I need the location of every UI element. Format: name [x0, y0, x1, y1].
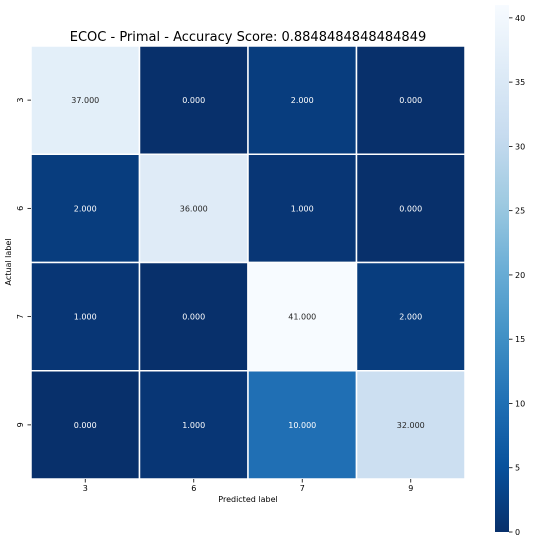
y-tick-label: 9 — [16, 422, 25, 427]
heatmap-cell — [138, 261, 249, 372]
colorbar-tick-label: 25 — [515, 207, 525, 216]
cell-value-label: 2.000 — [399, 313, 422, 322]
colorbar — [495, 5, 509, 532]
x-axis-label: Predicted label — [218, 495, 277, 504]
heatmap-cell — [138, 45, 249, 155]
heatmap-cell — [355, 45, 466, 155]
cell-value-label: 0.000 — [74, 421, 97, 430]
colorbar-tick-label: 0 — [515, 528, 520, 537]
cell-value-label: 0.000 — [182, 313, 205, 322]
colorbar-tick-label: 20 — [515, 271, 525, 280]
colorbar-tick-label: 5 — [515, 464, 520, 473]
cell-value-label: 10.000 — [288, 421, 316, 430]
colorbar-tick-label: 15 — [515, 335, 525, 344]
heatmap-cell — [355, 370, 466, 480]
x-tick-label: 6 — [191, 484, 196, 493]
x-tick-label: 9 — [408, 484, 413, 493]
y-axis-label: Actual label — [4, 239, 13, 286]
cell-value-label: 1.000 — [74, 313, 97, 322]
colorbar-tick-label: 35 — [515, 78, 525, 87]
cell-value-label: 36.000 — [180, 204, 208, 213]
cell-value-label: 0.000 — [399, 204, 422, 213]
cell-value-label: 37.000 — [71, 96, 99, 105]
colorbar-tick-label: 40 — [515, 14, 525, 23]
cell-value-label: 32.000 — [397, 421, 425, 430]
y-axis-ticks: 3 6 7 9 — [16, 98, 31, 427]
x-tick-label: 7 — [300, 484, 305, 493]
heatmap-cell-labels: 37.000 0.000 2.000 0.000 2.000 36.000 1.000 0.0… — [71, 96, 425, 430]
cell-value-label: 41.000 — [288, 313, 316, 322]
heatmap-cell — [30, 45, 141, 155]
cell-value-label: 2.000 — [74, 204, 97, 213]
cell-value-label: 0.000 — [399, 96, 422, 105]
colorbar-tick-label: 30 — [515, 142, 525, 151]
y-tick-label: 6 — [16, 206, 25, 211]
colorbar-tick-label: 10 — [515, 399, 525, 408]
x-tick-label: 3 — [83, 484, 88, 493]
heatmap-cell — [138, 153, 249, 264]
heatmap-cells — [30, 45, 466, 480]
x-axis-ticks: 3 6 7 9 — [83, 479, 413, 493]
y-tick-label: 7 — [16, 314, 25, 319]
colorbar-ticks: 0 5 10 15 20 25 30 35 40 — [509, 14, 525, 537]
chart-title: ECOC - Primal - Accuracy Score: 0.884848… — [70, 30, 426, 45]
cell-value-label: 0.000 — [182, 96, 205, 105]
y-tick-label: 3 — [16, 98, 25, 103]
cell-value-label: 1.000 — [182, 421, 205, 430]
heatmap-cell — [138, 370, 249, 480]
heatmap-cell — [247, 45, 358, 155]
heatmap-cell — [355, 153, 466, 264]
cell-value-label: 1.000 — [291, 204, 314, 213]
cell-value-label: 2.000 — [291, 96, 314, 105]
heatmap-cell — [355, 261, 466, 372]
